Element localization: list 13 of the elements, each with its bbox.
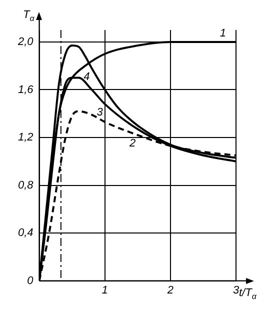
y-tick-label: 1,2 — [18, 132, 34, 144]
x-tick-label: 2 — [166, 284, 174, 296]
series-label: 2 — [128, 138, 136, 150]
x-tick-label: 3 — [232, 284, 240, 296]
series-label: 3 — [96, 106, 104, 119]
y-tick-label: 0,4 — [18, 227, 34, 240]
y-tick-label: 0 — [27, 274, 34, 287]
series-label: 4 — [84, 70, 90, 83]
series-label: 1 — [220, 28, 226, 40]
y-tick-label: 2,0 — [16, 36, 34, 48]
y-tick-label: 1,6 — [18, 84, 34, 96]
x-tick-label: 1 — [102, 284, 108, 296]
y-tick-label: 0,8 — [18, 179, 34, 192]
